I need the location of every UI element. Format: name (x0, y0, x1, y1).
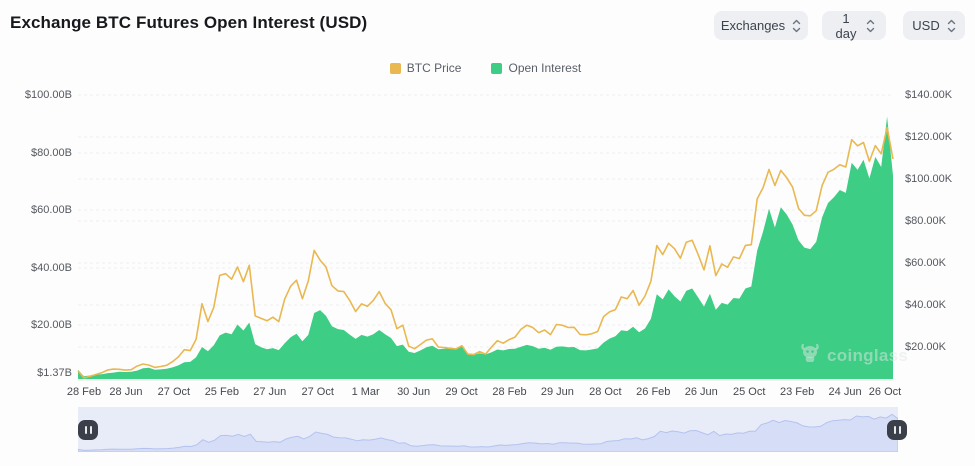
y-axis-label-left: $20.00B (31, 319, 72, 332)
updown-chevron-icon (792, 19, 801, 33)
btc-price-line-series (77, 126, 894, 379)
x-axis-label: 25 Feb (204, 386, 239, 398)
legend-item-open-interest[interactable]: Open Interest (491, 61, 581, 75)
time-range-navigator[interactable] (77, 407, 907, 453)
x-axis-label: 26 Jun (684, 386, 718, 398)
x-axis-label: 28 Feb (66, 386, 102, 398)
x-axis-label: 28 Jun (109, 386, 143, 398)
x-axis-label: 30 Jun (397, 386, 431, 398)
exchanges-dropdown-label: Exchanges (720, 18, 786, 33)
navigator-left-handle[interactable] (78, 420, 98, 440)
x-axis-label: 26 Feb (636, 386, 671, 398)
x-axis-label: 26 Oct (868, 386, 902, 398)
y-axis-label-right: $100.00K (905, 173, 953, 185)
x-axis-label: 1 Mar (351, 386, 380, 398)
x-axis-label: 24 Jun (828, 386, 862, 398)
navigator-right-handle[interactable] (887, 420, 907, 440)
x-axis-label: 29 Oct (445, 386, 478, 398)
open-interest-swatch-icon (491, 62, 503, 74)
btc-price-swatch-icon (389, 62, 401, 74)
navigator-mini-chart (77, 413, 899, 453)
y-axis-label-right: $60.00K (905, 257, 946, 269)
y-axis-label-right: $20.00K (905, 341, 946, 353)
x-axis-label: 23 Feb (779, 386, 815, 398)
currency-dropdown[interactable]: USD (903, 11, 965, 40)
y-axis-label-left: $80.00B (31, 146, 72, 159)
y-axis-label-right: $80.00K (905, 215, 946, 227)
x-axis-label: 27 Jun (253, 386, 287, 398)
legend-label: Open Interest (508, 61, 582, 75)
y-axis-label-left: $60.00B (31, 204, 72, 217)
x-axis-label: 27 Oct (157, 386, 191, 398)
x-axis-label: 29 Jun (540, 386, 574, 398)
page-title: Exchange BTC Futures Open Interest (USD) (10, 13, 368, 32)
interval-dropdown[interactable]: 1 day (822, 10, 886, 41)
y-axis-label-right: $120.00K (905, 131, 953, 143)
interval-dropdown-label: 1 day (835, 10, 857, 41)
updown-chevron-icon (866, 19, 875, 33)
x-axis-label: 28 Oct (589, 386, 622, 398)
x-axis-label: 27 Oct (301, 386, 334, 398)
y-axis-label-left: $40.00B (31, 261, 72, 274)
y-axis-label-left: $100.00B (24, 89, 72, 101)
y-axis-label-left: $1.37B (37, 367, 72, 379)
currency-dropdown-label: USD (912, 18, 940, 33)
legend-item-btc-price[interactable]: BTC Price (389, 61, 462, 75)
legend-label: BTC Price (406, 61, 462, 75)
y-axis-label-right: $140.00K (905, 89, 953, 101)
x-axis-label: 28 Feb (492, 386, 527, 398)
x-axis-label: 25 Oct (732, 386, 766, 398)
open-interest-area-series (78, 116, 893, 379)
exchanges-dropdown[interactable]: Exchanges (714, 11, 808, 40)
y-axis-label-right: $40.00K (905, 299, 946, 311)
legend: BTC Price Open Interest (78, 61, 893, 75)
updown-chevron-icon (947, 19, 956, 33)
